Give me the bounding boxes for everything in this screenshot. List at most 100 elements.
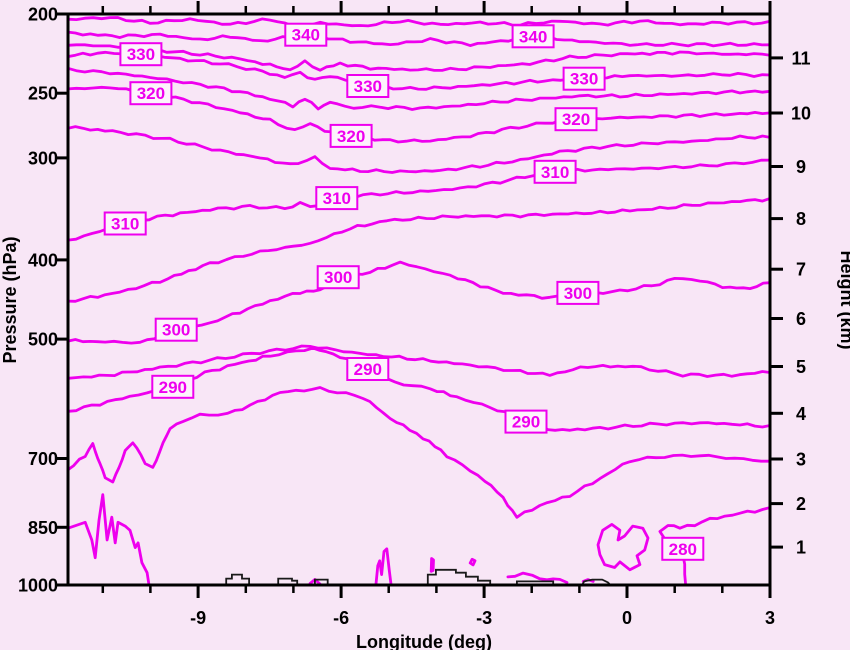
contour-label-290: 290 xyxy=(346,357,390,381)
contour-label-text: 300 xyxy=(324,268,352,287)
contour-label-box xyxy=(511,24,555,49)
contour-line-280 xyxy=(506,571,569,584)
contour-line-280 xyxy=(68,493,151,585)
pressure-tick-label: 200 xyxy=(28,5,58,25)
contour-label-320: 320 xyxy=(329,123,373,148)
contour-label-text: 340 xyxy=(292,26,320,45)
contour-label-320: 320 xyxy=(129,81,173,106)
terrain-segment xyxy=(277,577,299,585)
contour-line-345 xyxy=(68,16,770,29)
contour-line-315 xyxy=(68,125,770,174)
contour-label-box xyxy=(346,74,390,98)
contour-line-280 xyxy=(468,557,477,567)
x-tick-label: -9 xyxy=(190,608,206,628)
contour-line-320 xyxy=(68,85,770,144)
height-tick-label: 8 xyxy=(796,209,806,229)
pressure-tick-label: 1000 xyxy=(18,576,58,596)
contour-label-340: 340 xyxy=(284,22,328,47)
contour-label-320: 320 xyxy=(554,107,598,132)
terrain-segment xyxy=(581,578,611,585)
contour-label-box xyxy=(154,317,198,342)
contour-label-text: 320 xyxy=(137,84,165,103)
contour-label-text: 330 xyxy=(354,77,382,96)
pressure-tick-label: 400 xyxy=(28,250,58,270)
contour-lines xyxy=(68,16,770,585)
contour-label-text: 300 xyxy=(162,321,190,340)
contour-label-text: 310 xyxy=(541,163,569,182)
tick-labels: 200 250 300 400 500 700 850 1000 1 2 3 4 5 6 7 8 9 10 11 -9… xyxy=(18,5,811,629)
contour-label-text: 290 xyxy=(354,360,382,379)
contour-label-box xyxy=(151,374,195,399)
contour-labels: 340 340 330 330 330 320 320 320 310 310 310 300 300 3… xyxy=(103,22,705,561)
height-tick-label: 2 xyxy=(796,494,806,514)
contour-line-305 xyxy=(68,197,770,303)
height-tick-label: 3 xyxy=(796,450,806,470)
x-tick-label: -3 xyxy=(476,608,492,628)
left-axis-title: Pressure (hPa) xyxy=(0,236,20,363)
plot-frame xyxy=(66,12,772,587)
contour-label-box xyxy=(316,265,360,290)
contour-label-290: 290 xyxy=(151,374,195,399)
contour-label-300: 300 xyxy=(154,317,198,342)
terrain-segment xyxy=(516,580,555,585)
contour-line-280 xyxy=(596,523,650,572)
contour-label-340: 340 xyxy=(511,24,555,49)
pressure-tick-label: 850 xyxy=(28,518,58,538)
x-tick-label: -6 xyxy=(333,608,349,628)
height-tick-label: 9 xyxy=(796,157,806,177)
contour-label-box xyxy=(119,42,163,67)
contour-label-box xyxy=(329,123,373,148)
contour-label-300: 300 xyxy=(556,280,600,305)
contour-label-text: 330 xyxy=(127,45,155,64)
x-axis-title: Longitude (deg) xyxy=(356,632,492,650)
contour-label-text: 340 xyxy=(519,27,547,46)
contour-label-280: 280 xyxy=(661,536,705,561)
contour-line-280 xyxy=(429,557,435,573)
height-tick-label: 4 xyxy=(796,404,806,424)
right-axis-title: Height (km) xyxy=(837,251,850,350)
contour-label-text: 290 xyxy=(159,378,187,397)
pressure-tick-label: 300 xyxy=(28,148,58,168)
contour-label-text: 300 xyxy=(564,284,592,303)
height-tick-label: 11 xyxy=(791,48,810,68)
height-tick-label: 5 xyxy=(796,357,806,377)
contour-label-box xyxy=(504,409,548,434)
terrain-outline xyxy=(225,568,611,585)
contour-label-290: 290 xyxy=(504,409,548,434)
contour-label-text: 330 xyxy=(570,70,598,89)
height-tick-label: 10 xyxy=(791,104,811,124)
terrain-segment xyxy=(225,573,250,585)
contour-label-310: 310 xyxy=(533,159,577,184)
contour-label-box xyxy=(129,81,173,106)
contour-label-text: 290 xyxy=(512,413,540,432)
contour-line-280 xyxy=(374,547,393,585)
x-tick-label: 3 xyxy=(765,608,775,628)
contour-label-box xyxy=(103,211,147,236)
pressure-tick-label: 500 xyxy=(28,330,58,350)
contour-label-text: 320 xyxy=(562,110,590,129)
contour-label-box xyxy=(556,280,600,305)
contour-label-text: 310 xyxy=(323,189,351,208)
contour-line-295 xyxy=(68,344,770,380)
contour-label-310: 310 xyxy=(103,211,147,236)
contour-label-300: 300 xyxy=(316,265,360,290)
contour-label-box xyxy=(661,536,705,561)
contour-label-330: 330 xyxy=(346,74,390,98)
contour-label-box xyxy=(346,357,390,381)
pressure-tick-label: 700 xyxy=(28,449,58,469)
terrain-segment xyxy=(314,578,329,585)
x-tick-label: 0 xyxy=(622,608,632,628)
contour-label-310: 310 xyxy=(315,186,359,211)
contour-label-box xyxy=(533,159,577,184)
contour-label-box xyxy=(562,66,606,91)
pressure-tick-label: 250 xyxy=(28,84,58,104)
contour-line-335 xyxy=(68,43,770,72)
contour-line-310 xyxy=(68,158,770,242)
contour-label-box xyxy=(315,186,359,211)
height-tick-label: 6 xyxy=(796,309,806,329)
axes-frame xyxy=(55,1,783,598)
contour-label-330: 330 xyxy=(562,66,606,91)
terrain-segment xyxy=(426,568,492,585)
